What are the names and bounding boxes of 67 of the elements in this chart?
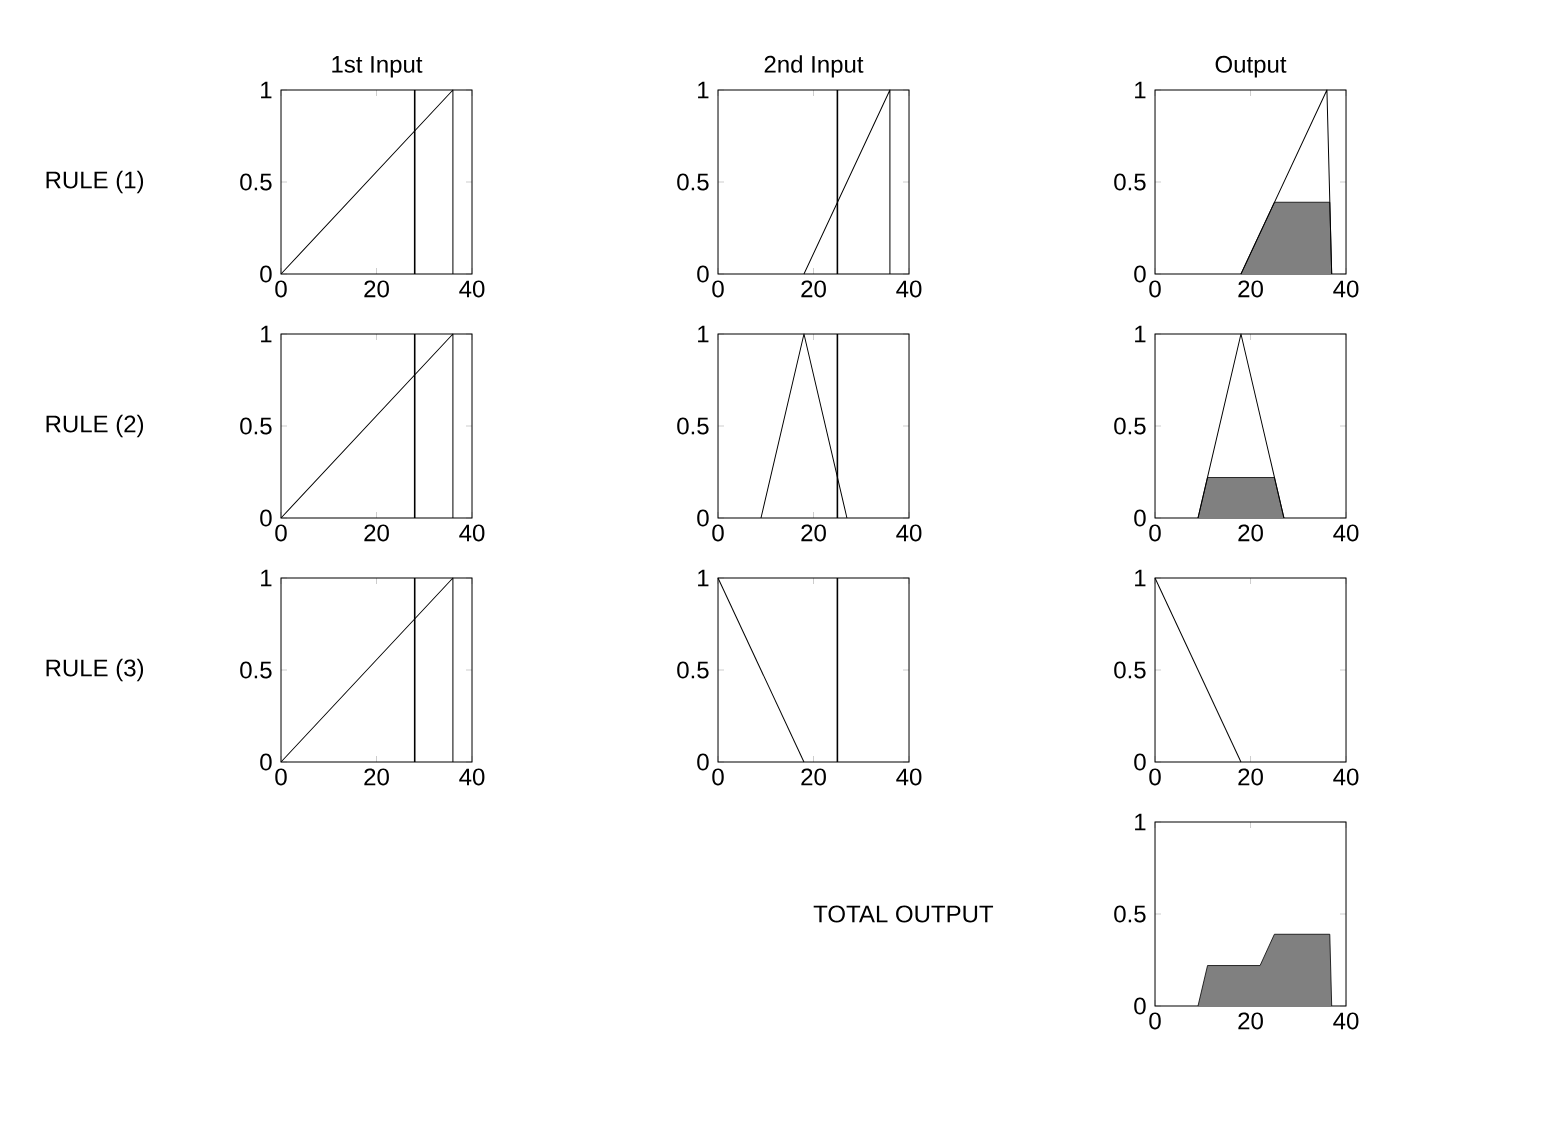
chart-title: Output — [1215, 55, 1287, 78]
y-tick-label: 1 — [698, 81, 709, 99]
x-tick-label: 40 — [896, 280, 922, 298]
x-tick-label: 20 — [1238, 768, 1263, 786]
y-tick-label: 1 — [1135, 813, 1146, 831]
x-tick-label: 20 — [364, 280, 389, 298]
y-tick-label: 0 — [1134, 753, 1146, 771]
x-tick-label: 0 — [1149, 768, 1161, 786]
x-tick-label: 20 — [1238, 1012, 1263, 1030]
text: RULE (2) — [46, 414, 144, 438]
x-tick-label: 40 — [459, 768, 485, 786]
x-tick-label: 40 — [1333, 524, 1359, 542]
y-tick-label: 1 — [698, 325, 709, 343]
y-tick-label: 1 — [1135, 569, 1146, 587]
y-tick-label: 0 — [260, 753, 272, 771]
y-tick-label: 0 — [697, 509, 709, 527]
y-tick-label: 0.5 — [1114, 173, 1146, 191]
y-tick-label: 0.5 — [677, 173, 709, 191]
x-tick-label: 0 — [1149, 280, 1161, 298]
x-tick-label: 20 — [1238, 524, 1263, 542]
x-tick-label: 40 — [896, 524, 922, 542]
y-tick-label: 0.5 — [240, 173, 272, 191]
x-tick-label: 0 — [712, 524, 724, 542]
text: RULE (3) — [46, 658, 144, 682]
x-tick-label: 20 — [801, 280, 826, 298]
x-tick-label: 40 — [1333, 280, 1359, 298]
x-tick-label: 20 — [801, 524, 826, 542]
y-tick-label: 0.5 — [1114, 905, 1146, 923]
y-tick-label: 1 — [261, 569, 272, 587]
x-tick-label: 20 — [801, 768, 826, 786]
x-tick-label: 0 — [275, 280, 287, 298]
y-tick-label: 0.5 — [677, 417, 709, 435]
y-tick-label: 0.5 — [240, 417, 272, 435]
y-tick-label: 0 — [697, 753, 709, 771]
x-tick-label: 0 — [275, 524, 287, 542]
y-tick-label: 0 — [697, 265, 709, 283]
x-tick-label: 0 — [275, 768, 287, 786]
y-tick-label: 0 — [1134, 265, 1146, 283]
x-tick-label: 40 — [1333, 1012, 1359, 1030]
text: TOTAL OUTPUT — [813, 905, 994, 923]
x-tick-label: 40 — [459, 280, 485, 298]
y-tick-label: 1 — [1135, 325, 1146, 343]
x-tick-label: 40 — [459, 524, 485, 542]
x-tick-label: 40 — [896, 768, 922, 786]
y-tick-label: 0.5 — [1114, 417, 1146, 435]
x-tick-label: 20 — [1238, 280, 1263, 298]
y-tick-label: 0.5 — [1114, 661, 1146, 679]
y-tick-label: 1 — [1135, 81, 1146, 99]
y-tick-label: 1 — [698, 569, 709, 587]
x-tick-label: 0 — [712, 768, 724, 786]
y-tick-label: 1 — [261, 81, 272, 99]
y-tick-label: 1 — [261, 325, 272, 343]
x-tick-label: 0 — [712, 280, 724, 298]
y-tick-label: 0 — [260, 265, 272, 283]
x-tick-label: 0 — [1149, 1012, 1161, 1030]
x-tick-label: 0 — [1149, 524, 1161, 542]
y-tick-label: 0.5 — [677, 661, 709, 679]
y-tick-label: 0 — [260, 509, 272, 527]
x-tick-label: 40 — [1333, 768, 1359, 786]
chart-title: 1st Input — [332, 56, 423, 78]
chart-title: 2nd Input — [764, 55, 864, 78]
y-tick-label: 0 — [1134, 997, 1146, 1015]
y-tick-label: 0.5 — [240, 661, 272, 679]
x-tick-label: 20 — [364, 524, 389, 542]
text: RULE (1) — [46, 170, 144, 194]
x-tick-label: 20 — [364, 768, 389, 786]
y-tick-label: 0 — [1134, 509, 1146, 527]
